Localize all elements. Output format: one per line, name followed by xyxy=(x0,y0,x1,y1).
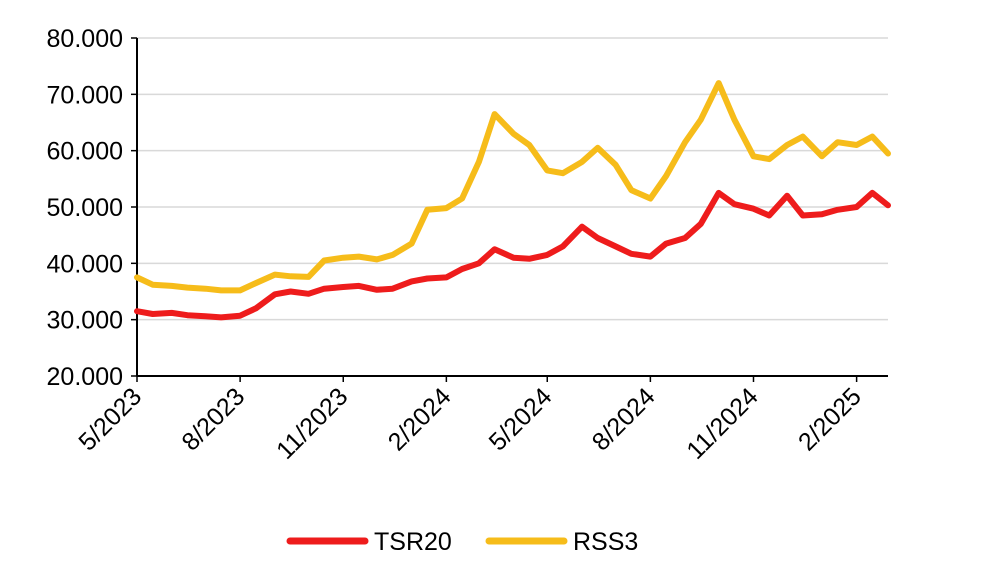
x-tick-label: 5/2023 xyxy=(73,382,147,456)
x-tick-label: 2/2025 xyxy=(793,382,867,456)
series-line-rss3 xyxy=(134,80,891,294)
gridlines xyxy=(137,37,888,321)
y-tick-label: 70.000 xyxy=(47,81,123,109)
x-tick-label: 8/2023 xyxy=(176,382,250,456)
y-axis: 20.000 30.000 40.000 50.000 60.000 70.000 80.0… xyxy=(47,25,138,391)
series-line-tsr20 xyxy=(134,189,891,321)
y-tick-label: 50.000 xyxy=(47,194,123,222)
x-tick-label: 2/2024 xyxy=(383,382,457,456)
x-tick-label: 5/2024 xyxy=(484,382,558,456)
y-tick-label: 30.000 xyxy=(47,307,123,335)
y-tick-label: 40.000 xyxy=(47,250,123,278)
x-axis: 5/2023 8/2023 11/2023 2/2024 5/2024 8/2024 11/… xyxy=(73,375,888,465)
y-tick-label: 80.000 xyxy=(47,25,123,53)
legend: TSR20 RSS3 xyxy=(286,528,638,556)
x-tick-label: 11/2024 xyxy=(681,382,763,464)
y-tick-label: 20.000 xyxy=(47,363,123,391)
y-tick-label: 60.000 xyxy=(47,138,123,166)
x-tick-label: 11/2023 xyxy=(271,382,353,464)
legend-label-tsr20: TSR20 xyxy=(374,528,452,556)
series-lines xyxy=(134,80,891,321)
legend-label-rss3: RSS3 xyxy=(573,528,638,556)
x-tick-label: 8/2024 xyxy=(587,382,661,456)
